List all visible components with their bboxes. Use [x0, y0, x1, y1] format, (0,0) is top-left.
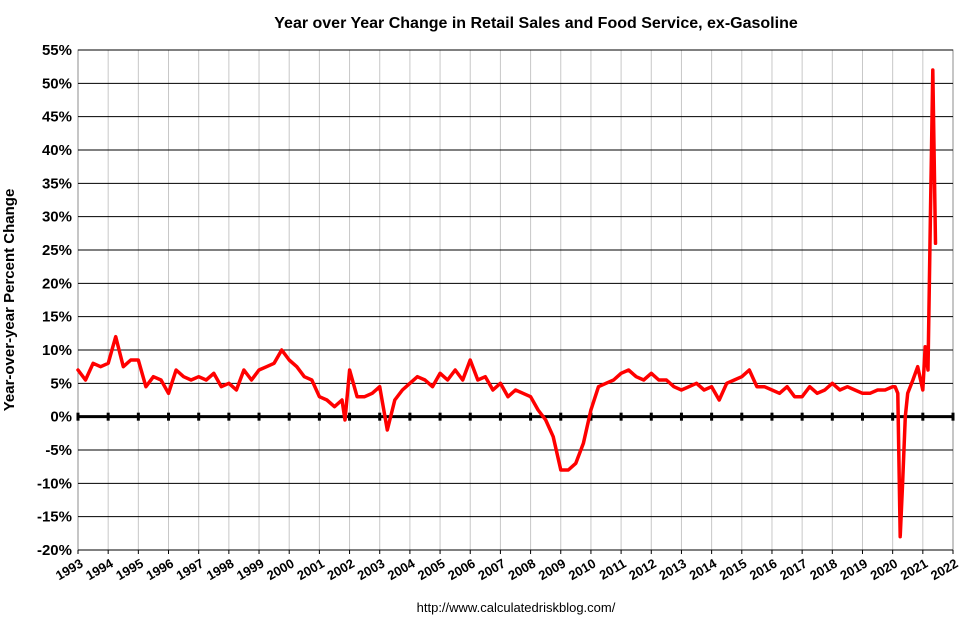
y-tick-label: 55% [42, 42, 72, 59]
y-tick-label: 50% [42, 75, 72, 92]
x-tick-label: 2004 [385, 555, 418, 583]
x-tick-label: 2005 [415, 556, 448, 583]
x-tick-label: 2022 [928, 556, 961, 583]
x-tick-label: 2003 [355, 556, 388, 583]
x-tick-label: 1993 [53, 556, 86, 583]
x-tick-label: 2001 [294, 556, 327, 583]
y-tick-label: 20% [42, 275, 72, 292]
y-tick-label: 15% [42, 309, 72, 326]
x-tick-label: 2012 [626, 556, 659, 583]
y-tick-label: 25% [42, 242, 72, 259]
x-tick-label: 2020 [868, 556, 901, 583]
y-tick-label: -10% [37, 475, 72, 492]
x-tick-label: 2014 [687, 555, 720, 583]
gridlines [77, 49, 954, 551]
x-tick-label: 1996 [143, 556, 176, 583]
x-tick-label: 2006 [445, 556, 478, 583]
x-tick-label: 2017 [777, 556, 810, 583]
y-tick-label: 45% [42, 109, 72, 126]
x-tick-label: 1995 [113, 556, 146, 583]
plot-area [77, 49, 954, 551]
x-tick-label: 2015 [717, 556, 750, 583]
y-tick-label: 35% [42, 175, 72, 192]
x-tick-label: 2007 [475, 556, 508, 583]
x-tick-label: 2019 [837, 556, 870, 583]
y-tick-label: -15% [37, 509, 72, 526]
source-text: http://www.calculatedriskblog.com/ [417, 600, 616, 615]
x-tick-label: 2010 [566, 556, 599, 583]
y-tick-label: 40% [42, 142, 72, 159]
x-tick-label: 1998 [204, 556, 237, 583]
x-tick-label: 2018 [807, 556, 840, 583]
chart-title: Year over Year Change in Retail Sales an… [274, 15, 798, 32]
y-tick-label: 30% [42, 209, 72, 226]
series-line [76, 68, 938, 539]
x-tick-label: 2000 [264, 556, 297, 583]
x-tick-label: 1994 [83, 555, 116, 583]
x-tick-label: 2002 [325, 556, 358, 583]
y-tick-label: 0% [50, 409, 72, 426]
y-axis-label: Year-over-year Percent Change [1, 189, 18, 412]
x-tick-label: 2009 [536, 556, 569, 583]
y-tick-label: -20% [37, 542, 72, 559]
x-tick-label: 2013 [656, 556, 689, 583]
x-tick-label: 2021 [898, 556, 931, 583]
x-tick-label: 1999 [234, 556, 267, 583]
x-tick-label: 2016 [747, 556, 780, 583]
x-tick-label: 2011 [597, 556, 629, 583]
series-layer [76, 68, 938, 539]
y-tick-label: 5% [50, 375, 72, 392]
y-tick-label: -5% [45, 442, 72, 459]
x-tick-label: 2008 [506, 556, 539, 583]
y-tick-label: 10% [42, 342, 72, 359]
x-tick-label: 1997 [174, 556, 207, 583]
